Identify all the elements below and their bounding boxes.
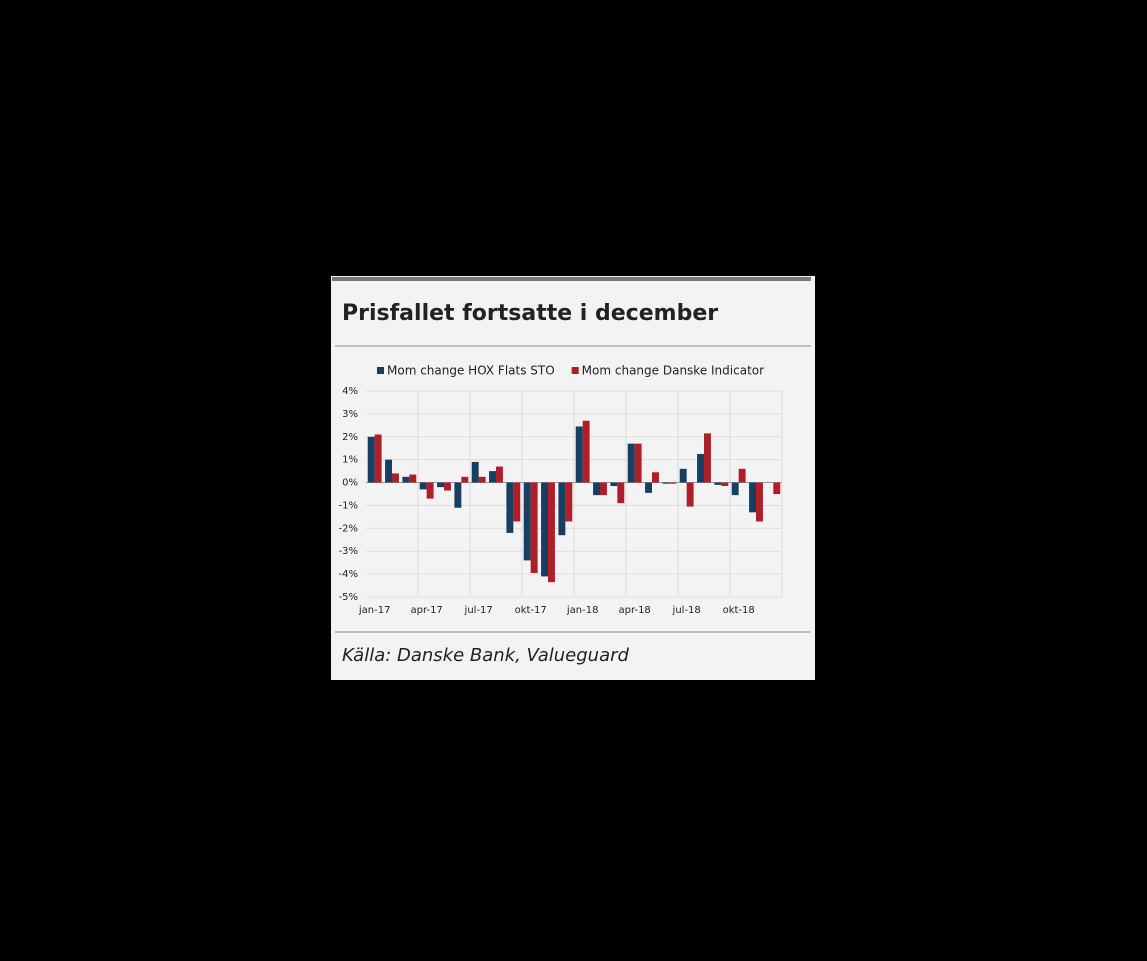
bar xyxy=(697,453,704,483)
bar xyxy=(558,482,566,536)
top-bar xyxy=(332,277,811,281)
bar xyxy=(575,426,583,483)
x-tick-label: apr-17 xyxy=(411,605,443,616)
x-tick-label: jan-17 xyxy=(358,605,391,616)
bar xyxy=(704,433,711,483)
x-tick-label: okt-18 xyxy=(723,605,755,616)
bar xyxy=(496,466,503,483)
source: Källa: Danske Bank, Valueguard xyxy=(342,645,630,666)
bar xyxy=(756,482,763,522)
bar xyxy=(471,461,479,483)
bar xyxy=(565,482,573,522)
bar xyxy=(582,420,590,483)
bar xyxy=(627,443,635,483)
bar xyxy=(513,482,521,522)
x-tick-label: okt-17 xyxy=(515,605,547,616)
bar xyxy=(367,436,375,483)
y-tick-label: -2% xyxy=(339,523,358,534)
chart-title: Prisfallet fortsatte i december xyxy=(342,301,718,326)
bar xyxy=(617,482,625,504)
bar xyxy=(721,482,729,486)
bar xyxy=(454,482,462,508)
bar xyxy=(392,473,399,483)
x-tick-label: jul-17 xyxy=(464,605,493,616)
bar xyxy=(374,434,382,483)
bar xyxy=(686,482,694,507)
x-tick-label: jan-18 xyxy=(566,605,599,616)
y-tick-label: -3% xyxy=(339,546,358,557)
bar xyxy=(610,482,618,486)
bar xyxy=(461,476,469,483)
bar xyxy=(478,476,486,483)
bar xyxy=(749,482,756,513)
bar xyxy=(402,476,410,483)
bar xyxy=(426,482,434,499)
bar xyxy=(385,459,392,483)
legend-swatch xyxy=(571,367,579,374)
bar xyxy=(593,482,600,496)
y-tick-label: 1% xyxy=(342,455,358,466)
legend-swatch xyxy=(377,367,384,374)
bar xyxy=(409,474,417,483)
legend-label: Mom change HOX Flats STO xyxy=(387,364,555,378)
bar xyxy=(548,482,555,583)
bar xyxy=(523,482,531,561)
bar xyxy=(662,482,670,484)
bar xyxy=(714,482,722,485)
y-tick-label: 3% xyxy=(342,409,358,420)
bar xyxy=(530,482,538,573)
legend-label: Mom change Danske Indicator xyxy=(582,364,764,378)
y-tick-label: 4% xyxy=(342,386,358,397)
bar xyxy=(634,443,642,483)
bar xyxy=(600,482,607,496)
x-tick-label: apr-18 xyxy=(619,605,651,616)
bar xyxy=(541,482,548,577)
y-tick-label: 0% xyxy=(342,478,358,489)
bar xyxy=(773,482,781,494)
y-tick-label: -5% xyxy=(339,592,358,603)
x-tick-label: jul-18 xyxy=(672,605,701,616)
bar xyxy=(419,482,427,490)
bar xyxy=(506,482,514,533)
bar xyxy=(731,482,739,496)
bar xyxy=(645,482,652,493)
bar xyxy=(437,482,444,488)
bar xyxy=(489,471,496,483)
y-tick-label: 2% xyxy=(342,432,358,443)
y-tick-label: -1% xyxy=(339,500,358,511)
bar xyxy=(669,482,677,484)
bar xyxy=(679,468,687,483)
bar xyxy=(738,468,746,483)
bar xyxy=(652,472,659,483)
y-tick-label: -4% xyxy=(339,569,358,580)
bar xyxy=(444,482,451,491)
